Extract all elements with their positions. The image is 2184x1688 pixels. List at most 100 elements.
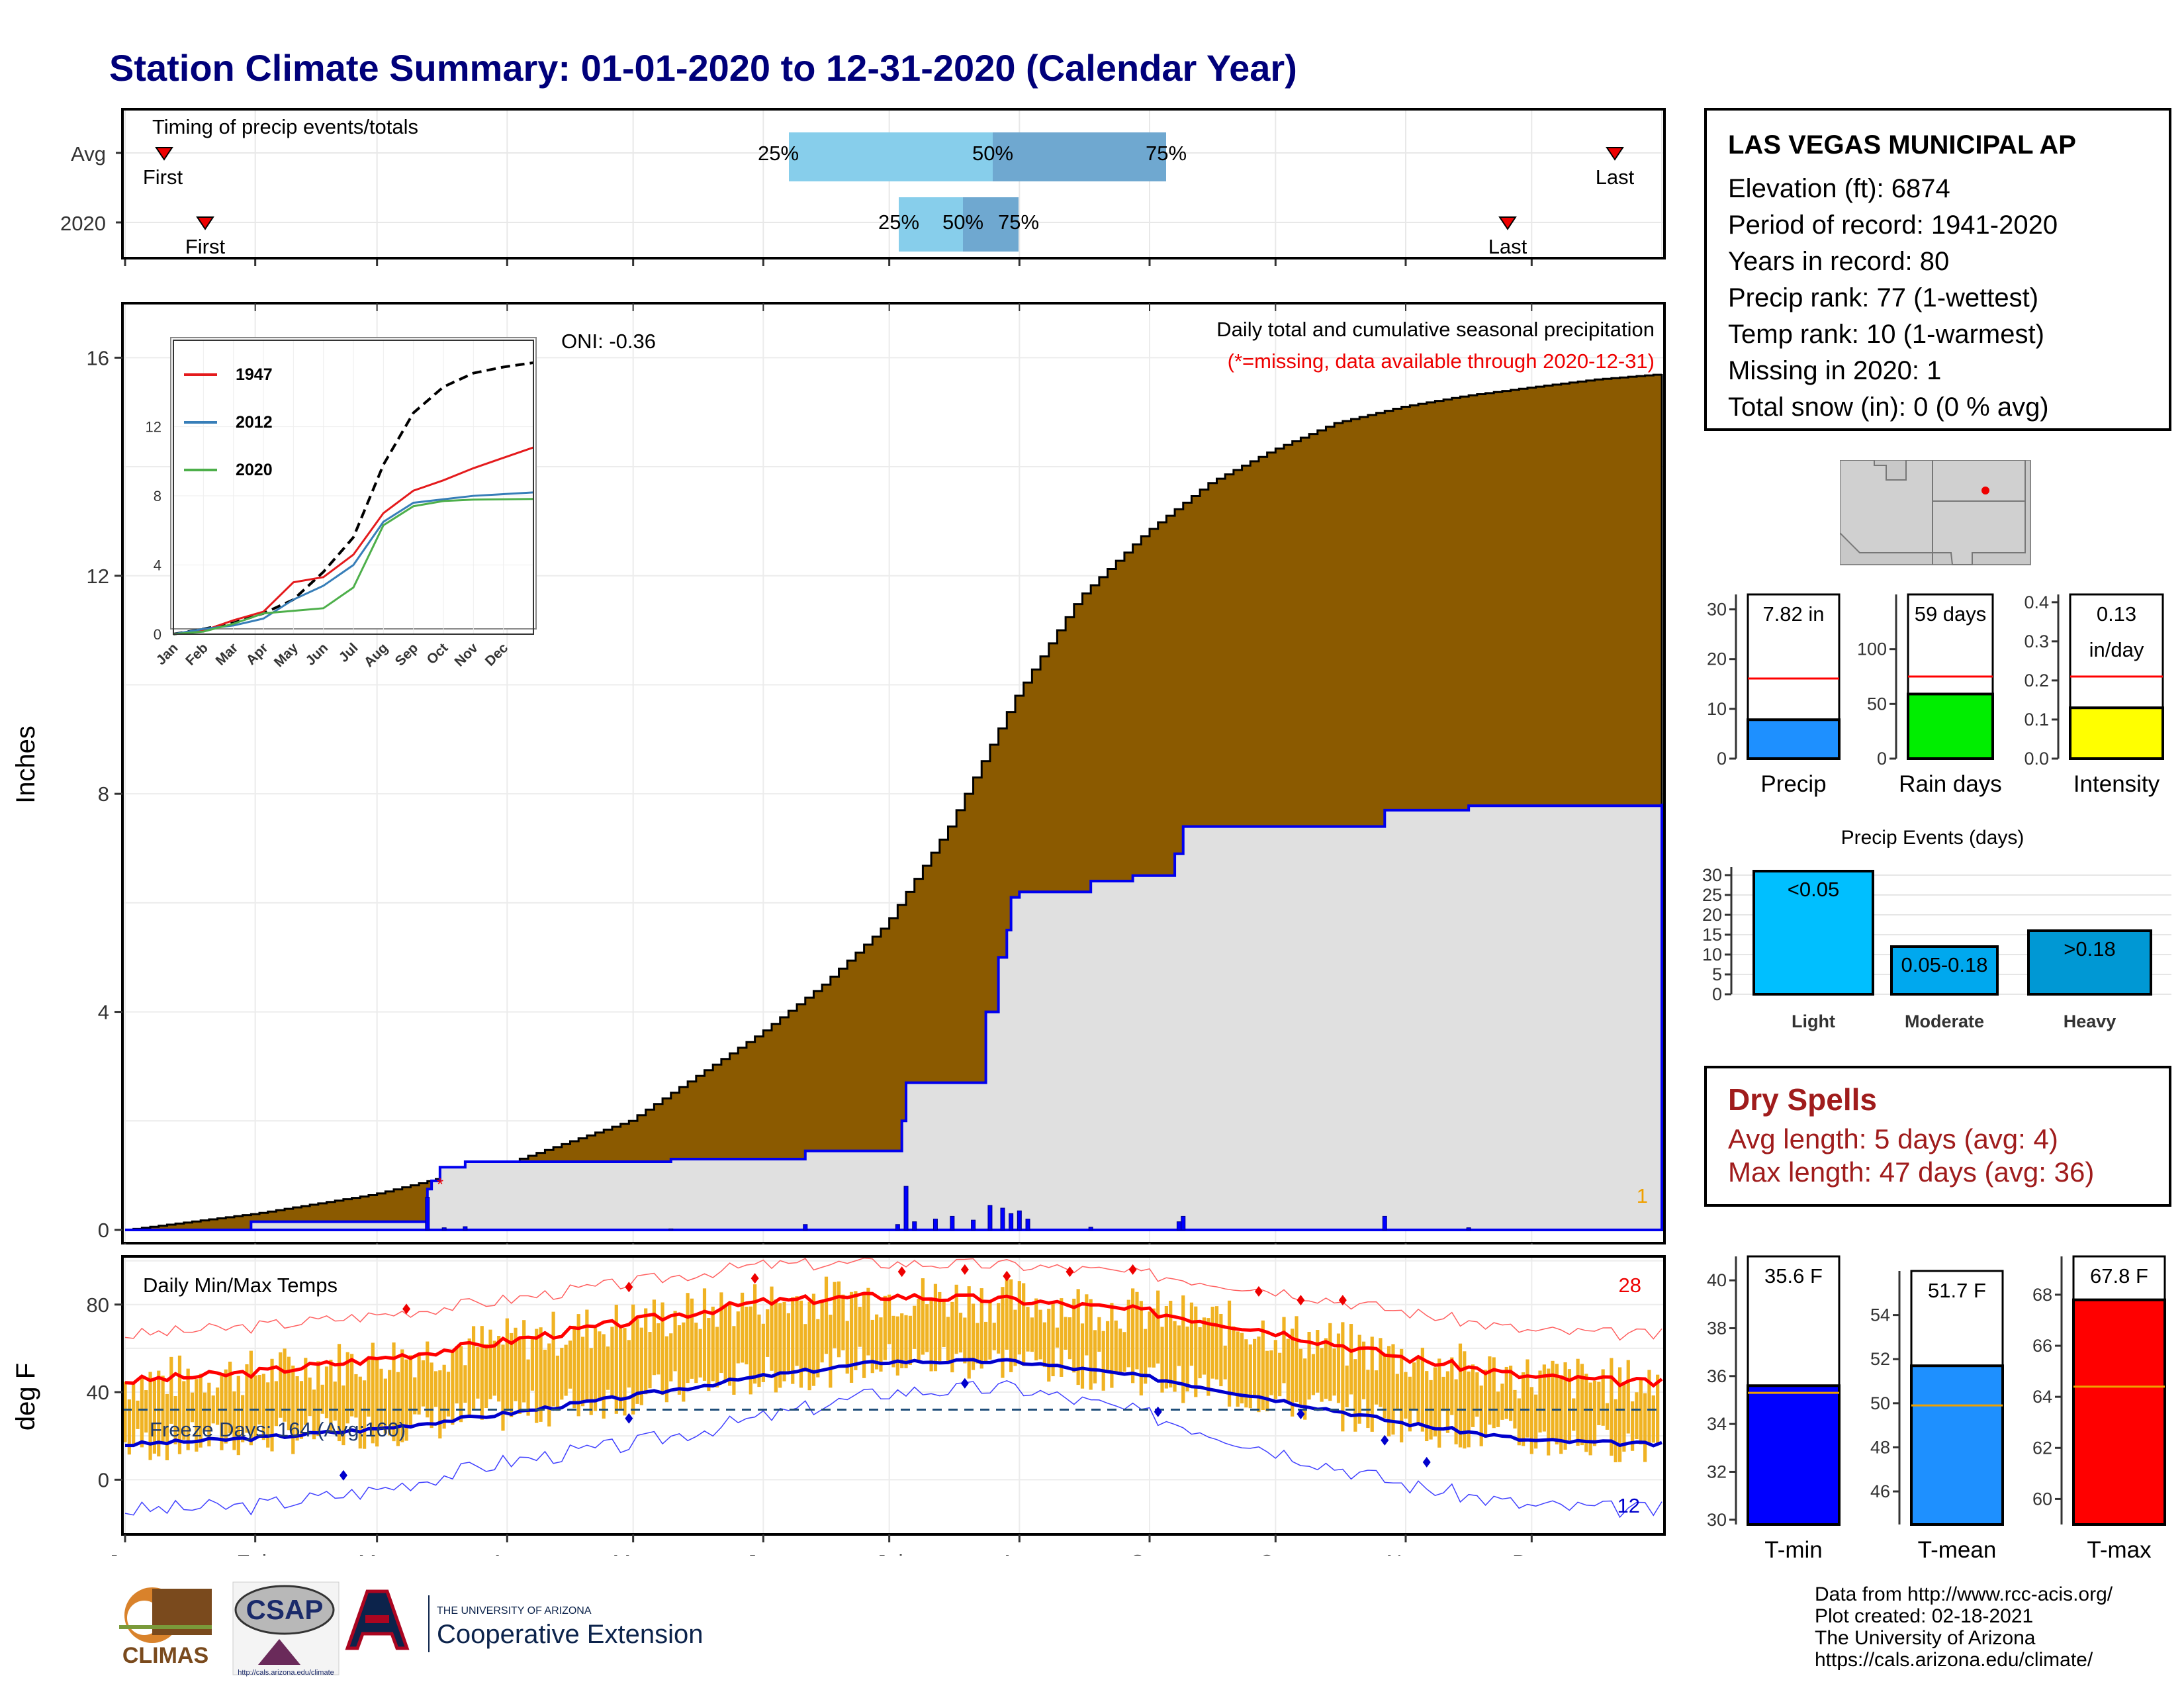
daily-temp-bar (954, 1284, 958, 1354)
daily-temp-bar (598, 1331, 602, 1401)
month-label: Jun (746, 1550, 781, 1556)
inset-frame (173, 340, 534, 635)
daily-temp-bar (925, 1304, 929, 1352)
event-bar-label: >0.18 (2064, 937, 2115, 961)
daily-temp-bar (1177, 1325, 1181, 1366)
daily-temp-bar (501, 1344, 505, 1431)
tmin-summary-ytick-label: 30 (1707, 1510, 1727, 1530)
avg-first-marker (155, 147, 173, 161)
precip-summary-ytick-label: 30 (1707, 600, 1727, 620)
daily-temp-bar (173, 1395, 177, 1444)
daily-temp-bar (1038, 1309, 1042, 1360)
timing-label: Timing of precip events/totals (152, 115, 418, 138)
event-bar-label: 0.05-0.18 (1901, 953, 1988, 976)
inset-xtick-label: Jan (154, 640, 181, 668)
daily-temp-bar (875, 1314, 879, 1370)
tmax-summary-ytick-label: 64 (2032, 1387, 2052, 1407)
daily-temp-bar (1588, 1382, 1592, 1456)
daily-temp-bar (660, 1302, 664, 1395)
daily-temp-bar (1361, 1341, 1366, 1399)
daily-temp-bar (673, 1311, 677, 1372)
month-label: May (612, 1550, 654, 1556)
credit-line: https://cals.arizona.edu/climate/ (1815, 1649, 2093, 1671)
record-high-marker (1128, 1264, 1137, 1275)
daily-precip-bar (912, 1221, 917, 1231)
daily-temp-bar (1395, 1374, 1399, 1410)
daily-temp-bar (560, 1348, 564, 1400)
daily-precip-bar (971, 1219, 976, 1231)
y2020-last-label: Last (1488, 235, 1527, 258)
daily-temp-bar (1152, 1308, 1156, 1368)
daily-temp-bar (535, 1329, 539, 1423)
daily-temp-bar (845, 1321, 849, 1374)
daily-temp-bar (1584, 1374, 1588, 1452)
daily-temp-bar (1189, 1302, 1194, 1366)
daily-temp-bar (824, 1276, 829, 1354)
daily-temp-bar (1488, 1356, 1492, 1425)
daily-temp-bar (333, 1382, 337, 1421)
tmean-summary-ytick-label: 52 (1870, 1349, 1890, 1369)
daily-temp-bar (682, 1322, 686, 1402)
tmean-summary-ytick-label: 46 (1870, 1481, 1890, 1501)
avg-pct-25: 25% (758, 142, 799, 165)
daily-temp-bar (1097, 1317, 1101, 1352)
inset-xtick-label: Oct (424, 640, 451, 667)
daily-temp-bar (1227, 1300, 1232, 1407)
daily-temp-bar (497, 1335, 501, 1402)
record-high-marker (402, 1303, 411, 1315)
daily-temp-bar (471, 1326, 476, 1411)
daily-temp-bar (807, 1301, 811, 1391)
freeze-label: Freeze Days: 164 (Avg:160) (150, 1418, 406, 1441)
inset-ytick-label: 8 (154, 488, 161, 504)
daily-temp-bar (320, 1384, 324, 1414)
daily-temp-bar (249, 1350, 253, 1446)
daily-temp-bar (514, 1327, 518, 1401)
daily-temp-bar (291, 1365, 295, 1454)
daily-temp-bar (1269, 1350, 1273, 1395)
record-low-marker (960, 1378, 969, 1389)
daily-temp-bar (295, 1376, 299, 1441)
daily-temp-bar (1210, 1306, 1214, 1379)
daily-temp-bar (753, 1284, 757, 1384)
daily-temp-bar (1185, 1327, 1189, 1391)
daily-temp-bar (976, 1323, 979, 1364)
daily-temp-bar (1555, 1364, 1559, 1445)
daily-temp-bar (1253, 1338, 1257, 1397)
dry-spells-box: Dry Spells Avg length: 5 days (avg: 4) M… (1704, 1066, 2171, 1207)
page-title: Station Climate Summary: 01-01-2020 to 1… (109, 47, 1297, 89)
event-category-label: Light (1792, 1011, 1835, 1031)
daily-temp-bar (1517, 1398, 1521, 1446)
daily-temp-bar (1454, 1379, 1458, 1444)
daily-temp-bar (257, 1375, 261, 1425)
daily-precip-bar (803, 1224, 808, 1231)
daily-temp-bar (148, 1372, 152, 1460)
daily-temp-bar (140, 1376, 144, 1448)
daily-temp-bar (929, 1299, 933, 1372)
daily-temp-bar (1164, 1305, 1168, 1389)
daily-temp-bar (236, 1376, 240, 1456)
inset-legend-label: 1947 (236, 365, 273, 384)
month-label: Nov (1387, 1550, 1426, 1556)
y2020-first-marker (196, 216, 214, 230)
daily-temp-bar (858, 1307, 862, 1347)
daily-temp-bar (576, 1314, 580, 1417)
daily-temp-bar (1026, 1307, 1030, 1352)
daily-temp-bar (711, 1306, 715, 1382)
daily-temp-bar (1232, 1326, 1236, 1395)
y2020-pct-50: 50% (942, 211, 983, 234)
daily-temp-bar (933, 1284, 938, 1372)
daily-temp-bar (1013, 1309, 1017, 1366)
record-low-marker (1381, 1434, 1389, 1446)
intensity-summary-ytick-label: 0.2 (2024, 671, 2049, 690)
current-cumulative-area (125, 804, 1663, 1231)
daily-temp-bar (723, 1306, 727, 1381)
daily-temp-bar (1307, 1331, 1311, 1400)
daily-temp-bar (1529, 1387, 1533, 1454)
daily-temp-bar (518, 1338, 522, 1414)
tmin-summary-ytick-label: 36 (1707, 1366, 1727, 1386)
daily-temp-bar (467, 1338, 471, 1419)
station-info-box: LAS VEGAS MUNICIPAL AP Elevation (ft): 6… (1704, 108, 2171, 431)
daily-temp-bar (1042, 1322, 1046, 1368)
daily-temp-bar (123, 1382, 127, 1442)
daily-temp-bar (795, 1296, 799, 1366)
